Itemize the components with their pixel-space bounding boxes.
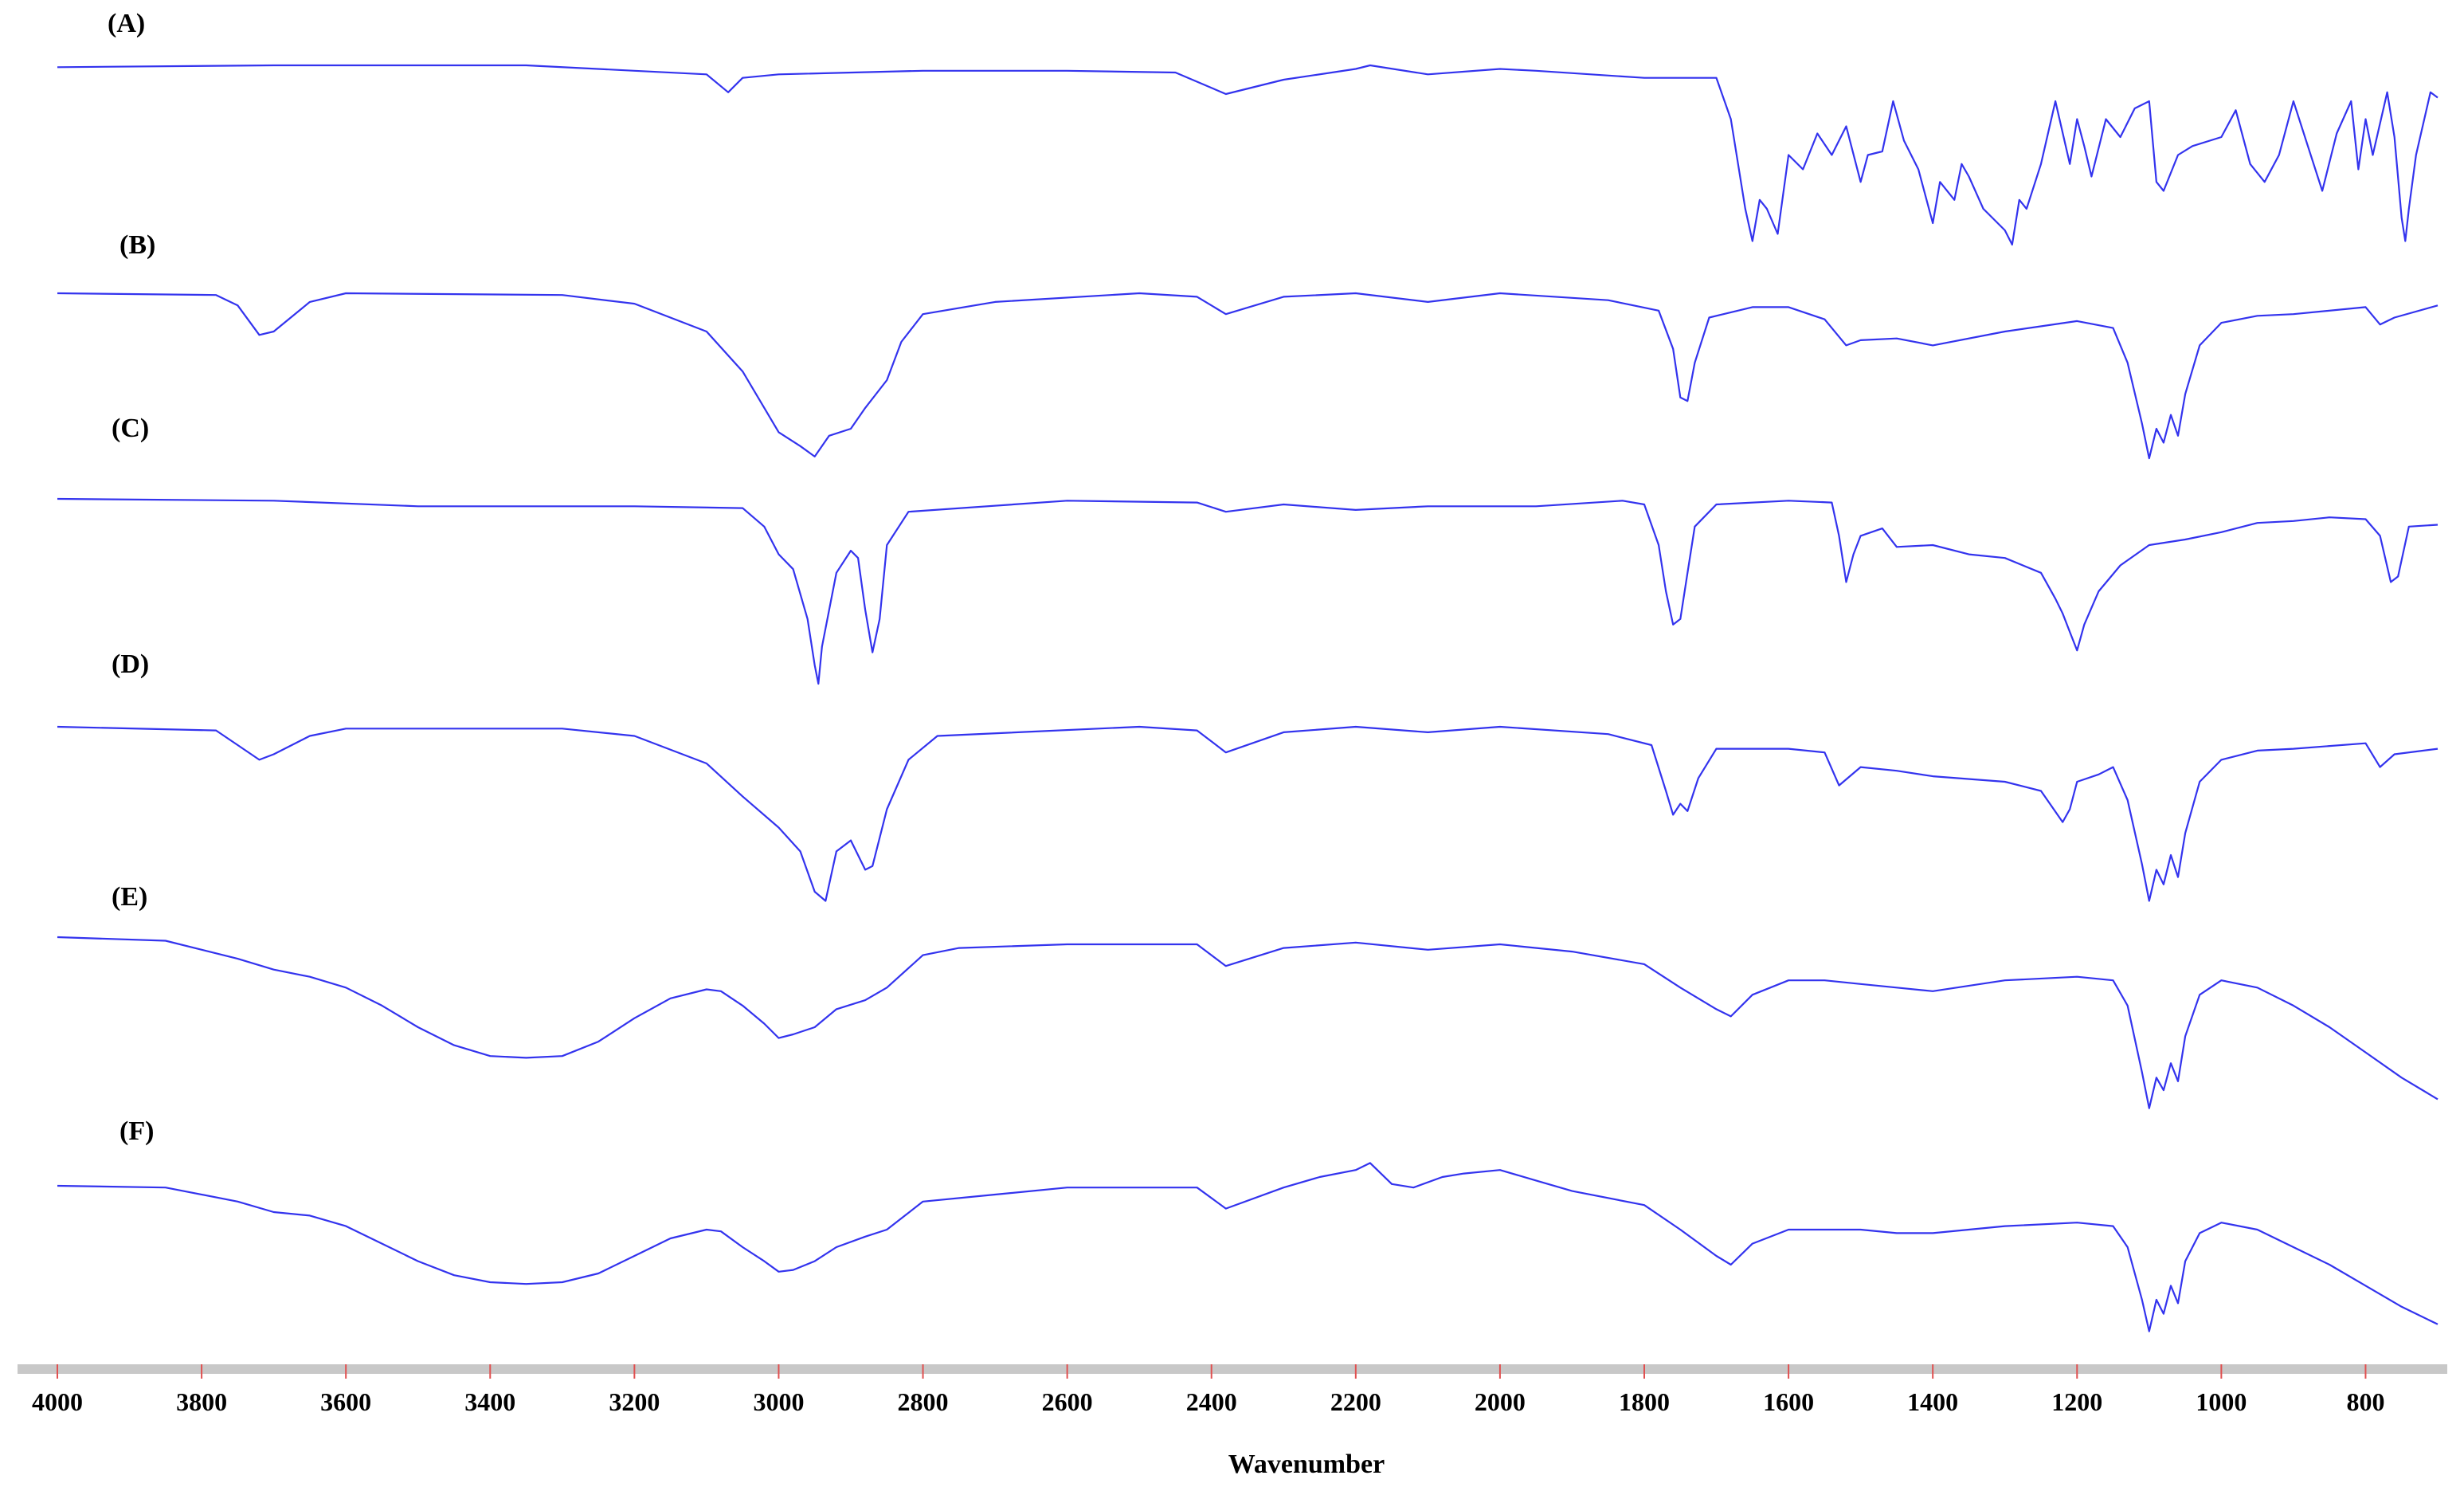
x-tick-label: 1800 [1619,1387,1670,1416]
spectrum-panel: (E) [57,882,2439,1109]
spectrum-panel: (B) [57,230,2439,460]
x-tick-label: 3200 [609,1387,660,1416]
x-tick-label: 4000 [32,1387,83,1416]
spectra-panels: (A) (B) (C) (D) (E) (F) [57,9,2439,1332]
spectrum-line [57,1162,2439,1332]
spectrum-panel: (F) [57,1116,2439,1332]
spectrum-panel: (C) [57,414,2439,685]
x-axis-tick-marks [57,1364,2367,1379]
x-tick-label: 1600 [1763,1387,1814,1416]
x-tick-label: 1400 [1907,1387,1958,1416]
spectrum-line [57,64,2439,246]
panel-label: (D) [112,649,149,679]
spectrum-line [57,725,2439,902]
panel-label: (F) [119,1116,154,1146]
x-tick-label: 800 [2346,1387,2384,1416]
x-tick-label: 2400 [1186,1387,1237,1416]
x-axis-title: Wavenumber [1228,1450,1385,1479]
spectrum-panel: (D) [57,649,2439,902]
x-tick-label: 2000 [1475,1387,1526,1416]
x-axis-bar [18,1364,2447,1374]
x-tick-label: 2800 [898,1387,949,1416]
x-tick-label: 3600 [320,1387,371,1416]
x-tick-label: 2600 [1042,1387,1093,1416]
spectrum-line [57,497,2439,685]
x-tick-label: 3000 [753,1387,804,1416]
x-tick-label: 1000 [2196,1387,2247,1416]
spectrum-line [57,936,2439,1109]
x-axis: 4000 3800 3600 3400 3200 3000 2800 2600 2400 2200… [18,1364,2447,1479]
panel-label: (E) [112,882,147,912]
x-tick-label: 2200 [1330,1387,1381,1416]
x-tick-label: 3400 [464,1387,515,1416]
x-axis-tick-labels: 4000 3800 3600 3400 3200 3000 2800 2600 2400 2200… [32,1387,2384,1416]
x-tick-label: 3800 [176,1387,227,1416]
spectrum-panel: (A) [57,9,2439,246]
spectrum-line [57,292,2439,460]
x-tick-label: 1200 [2051,1387,2102,1416]
panel-label: (A) [108,9,145,38]
panel-label: (B) [119,230,155,260]
panel-label: (C) [112,414,149,443]
